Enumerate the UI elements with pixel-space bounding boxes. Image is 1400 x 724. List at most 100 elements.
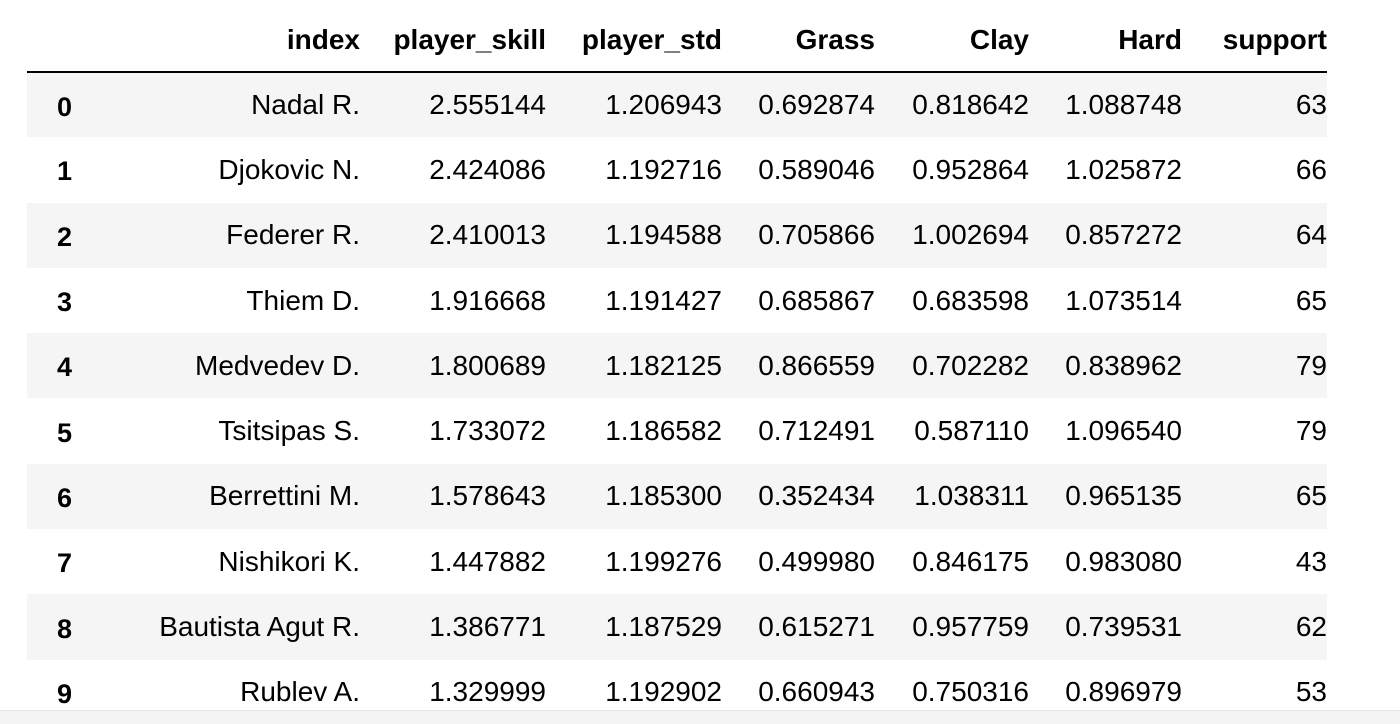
row-index-cell: 2: [57, 221, 73, 252]
cell-player-std: 1.182125: [605, 349, 722, 381]
table-row: 0 Nadal R. 2.555144 1.206943 0.692874 0.…: [27, 72, 1327, 138]
table-row: 1 Djokovic N. 2.424086 1.192716 0.589046…: [27, 137, 1327, 203]
header-player-skill: player_skill: [360, 8, 546, 73]
cell-clay: 0.957759: [912, 611, 1029, 643]
cell-clay: 0.846175: [912, 545, 1029, 577]
cell-index: Tsitsipas S.: [218, 415, 360, 447]
cell-support: 66: [1295, 153, 1327, 185]
cell-clay: 0.587110: [914, 415, 1029, 447]
cell-player-std: 1.192716: [605, 153, 722, 185]
cell-hard: 1.088748: [1065, 89, 1182, 121]
cell-player-std: 1.187529: [605, 611, 722, 643]
row-index-cell: 6: [57, 482, 73, 513]
cell-player-std: 1.194588: [605, 219, 722, 251]
header-support: support: [1182, 8, 1327, 73]
cell-support: 64: [1295, 219, 1327, 251]
cell-support: 65: [1295, 480, 1327, 512]
cell-hard: 1.096540: [1065, 415, 1182, 447]
cell-player-std: 1.206943: [605, 89, 722, 121]
table-row: 7 Nishikori K. 1.447882 1.199276 0.49998…: [27, 529, 1327, 595]
cell-clay: 1.038311: [914, 480, 1029, 512]
row-index-cell: 7: [57, 548, 73, 579]
cell-clay: 0.702282: [912, 349, 1029, 381]
cell-grass: 0.712491: [758, 415, 875, 447]
table-body: 0 Nadal R. 2.555144 1.206943 0.692874 0.…: [27, 72, 1327, 724]
cell-clay: 0.818642: [912, 89, 1029, 121]
table-row: 2 Federer R. 2.410013 1.194588 0.705866 …: [27, 202, 1327, 268]
header-clay: Clay: [875, 8, 1029, 73]
table-header: index player_skill player_std Grass Clay…: [27, 8, 1327, 73]
cell-clay: 0.750316: [912, 676, 1029, 708]
cell-player-skill: 1.916668: [429, 284, 546, 316]
cell-support: 63: [1295, 89, 1327, 121]
row-index-cell: 0: [57, 91, 73, 122]
header-player-std: player_std: [546, 8, 722, 73]
cell-hard: 1.025872: [1065, 153, 1182, 185]
cell-index: Thiem D.: [246, 284, 360, 316]
dataframe-table: index player_skill player_std Grass Clay…: [27, 8, 1327, 724]
cell-index: Bautista Agut R.: [159, 611, 360, 643]
cell-grass: 0.705866: [758, 219, 875, 251]
cell-player-skill: 1.733072: [429, 415, 546, 447]
cell-player-skill: 1.329999: [429, 676, 546, 708]
cell-hard: 1.073514: [1065, 284, 1182, 316]
table-row: 5 Tsitsipas S. 1.733072 1.186582 0.71249…: [27, 398, 1327, 464]
cell-player-skill: 1.800689: [429, 349, 546, 381]
cell-player-skill: 2.410013: [429, 219, 546, 251]
cell-support: 53: [1295, 676, 1327, 708]
cell-hard: 0.983080: [1065, 545, 1182, 577]
header-grass: Grass: [722, 8, 875, 73]
cell-support: 43: [1295, 545, 1327, 577]
cell-index: Nadal R.: [251, 89, 360, 121]
row-index-cell: 8: [57, 613, 73, 644]
cell-player-skill: 1.386771: [429, 611, 546, 643]
cell-index: Federer R.: [226, 219, 360, 251]
cell-grass: 0.692874: [758, 89, 875, 121]
row-index-cell: 1: [57, 156, 73, 187]
cell-grass: 0.589046: [758, 153, 875, 185]
table-row: 8 Bautista Agut R. 1.386771 1.187529 0.6…: [27, 594, 1327, 660]
cell-player-std: 1.199276: [605, 545, 722, 577]
cell-support: 62: [1295, 611, 1327, 643]
cell-index: Nishikori K.: [218, 545, 360, 577]
cell-grass: 0.685867: [758, 284, 875, 316]
cell-support: 79: [1295, 349, 1327, 381]
header-row: index player_skill player_std Grass Clay…: [27, 8, 1327, 73]
header-index: index: [105, 8, 360, 73]
table-row: 4 Medvedev D. 1.800689 1.182125 0.866559…: [27, 333, 1327, 399]
cell-hard: 0.739531: [1065, 611, 1182, 643]
cell-player-skill: 1.447882: [429, 545, 546, 577]
cell-clay: 0.683598: [912, 284, 1029, 316]
row-index-cell: 4: [57, 352, 73, 383]
cell-support: 65: [1295, 284, 1327, 316]
cell-player-std: 1.186582: [605, 415, 722, 447]
cell-player-skill: 1.578643: [429, 480, 546, 512]
cell-hard: 0.965135: [1065, 480, 1182, 512]
cell-index: Berrettini M.: [209, 480, 360, 512]
header-hard: Hard: [1029, 8, 1182, 73]
cell-player-std: 1.185300: [605, 480, 722, 512]
output-bottom-edge: [0, 710, 1400, 724]
cell-index: Rublev A.: [240, 676, 360, 708]
cell-hard: 0.857272: [1065, 219, 1182, 251]
cell-hard: 0.838962: [1065, 349, 1182, 381]
table-row: 6 Berrettini M. 1.578643 1.185300 0.3524…: [27, 463, 1327, 530]
cell-index: Djokovic N.: [218, 153, 360, 185]
table-row: 3 Thiem D. 1.916668 1.191427 0.685867 0.…: [27, 267, 1327, 334]
row-index-cell: 5: [57, 417, 73, 448]
cell-clay: 1.002694: [912, 219, 1029, 251]
cell-index: Medvedev D.: [195, 349, 360, 381]
cell-grass: 0.866559: [758, 349, 875, 381]
cell-player-skill: 2.555144: [429, 89, 546, 121]
cell-player-std: 1.191427: [605, 284, 722, 316]
cell-grass: 0.615271: [758, 611, 875, 643]
cell-player-skill: 2.424086: [429, 153, 546, 185]
header-row-index: [27, 8, 105, 73]
cell-player-std: 1.192902: [605, 676, 722, 708]
cell-grass: 0.352434: [758, 480, 875, 512]
cell-grass: 0.499980: [758, 545, 875, 577]
cell-support: 79: [1295, 415, 1327, 447]
row-index-cell: 3: [57, 287, 73, 318]
cell-hard: 0.896979: [1065, 676, 1182, 708]
